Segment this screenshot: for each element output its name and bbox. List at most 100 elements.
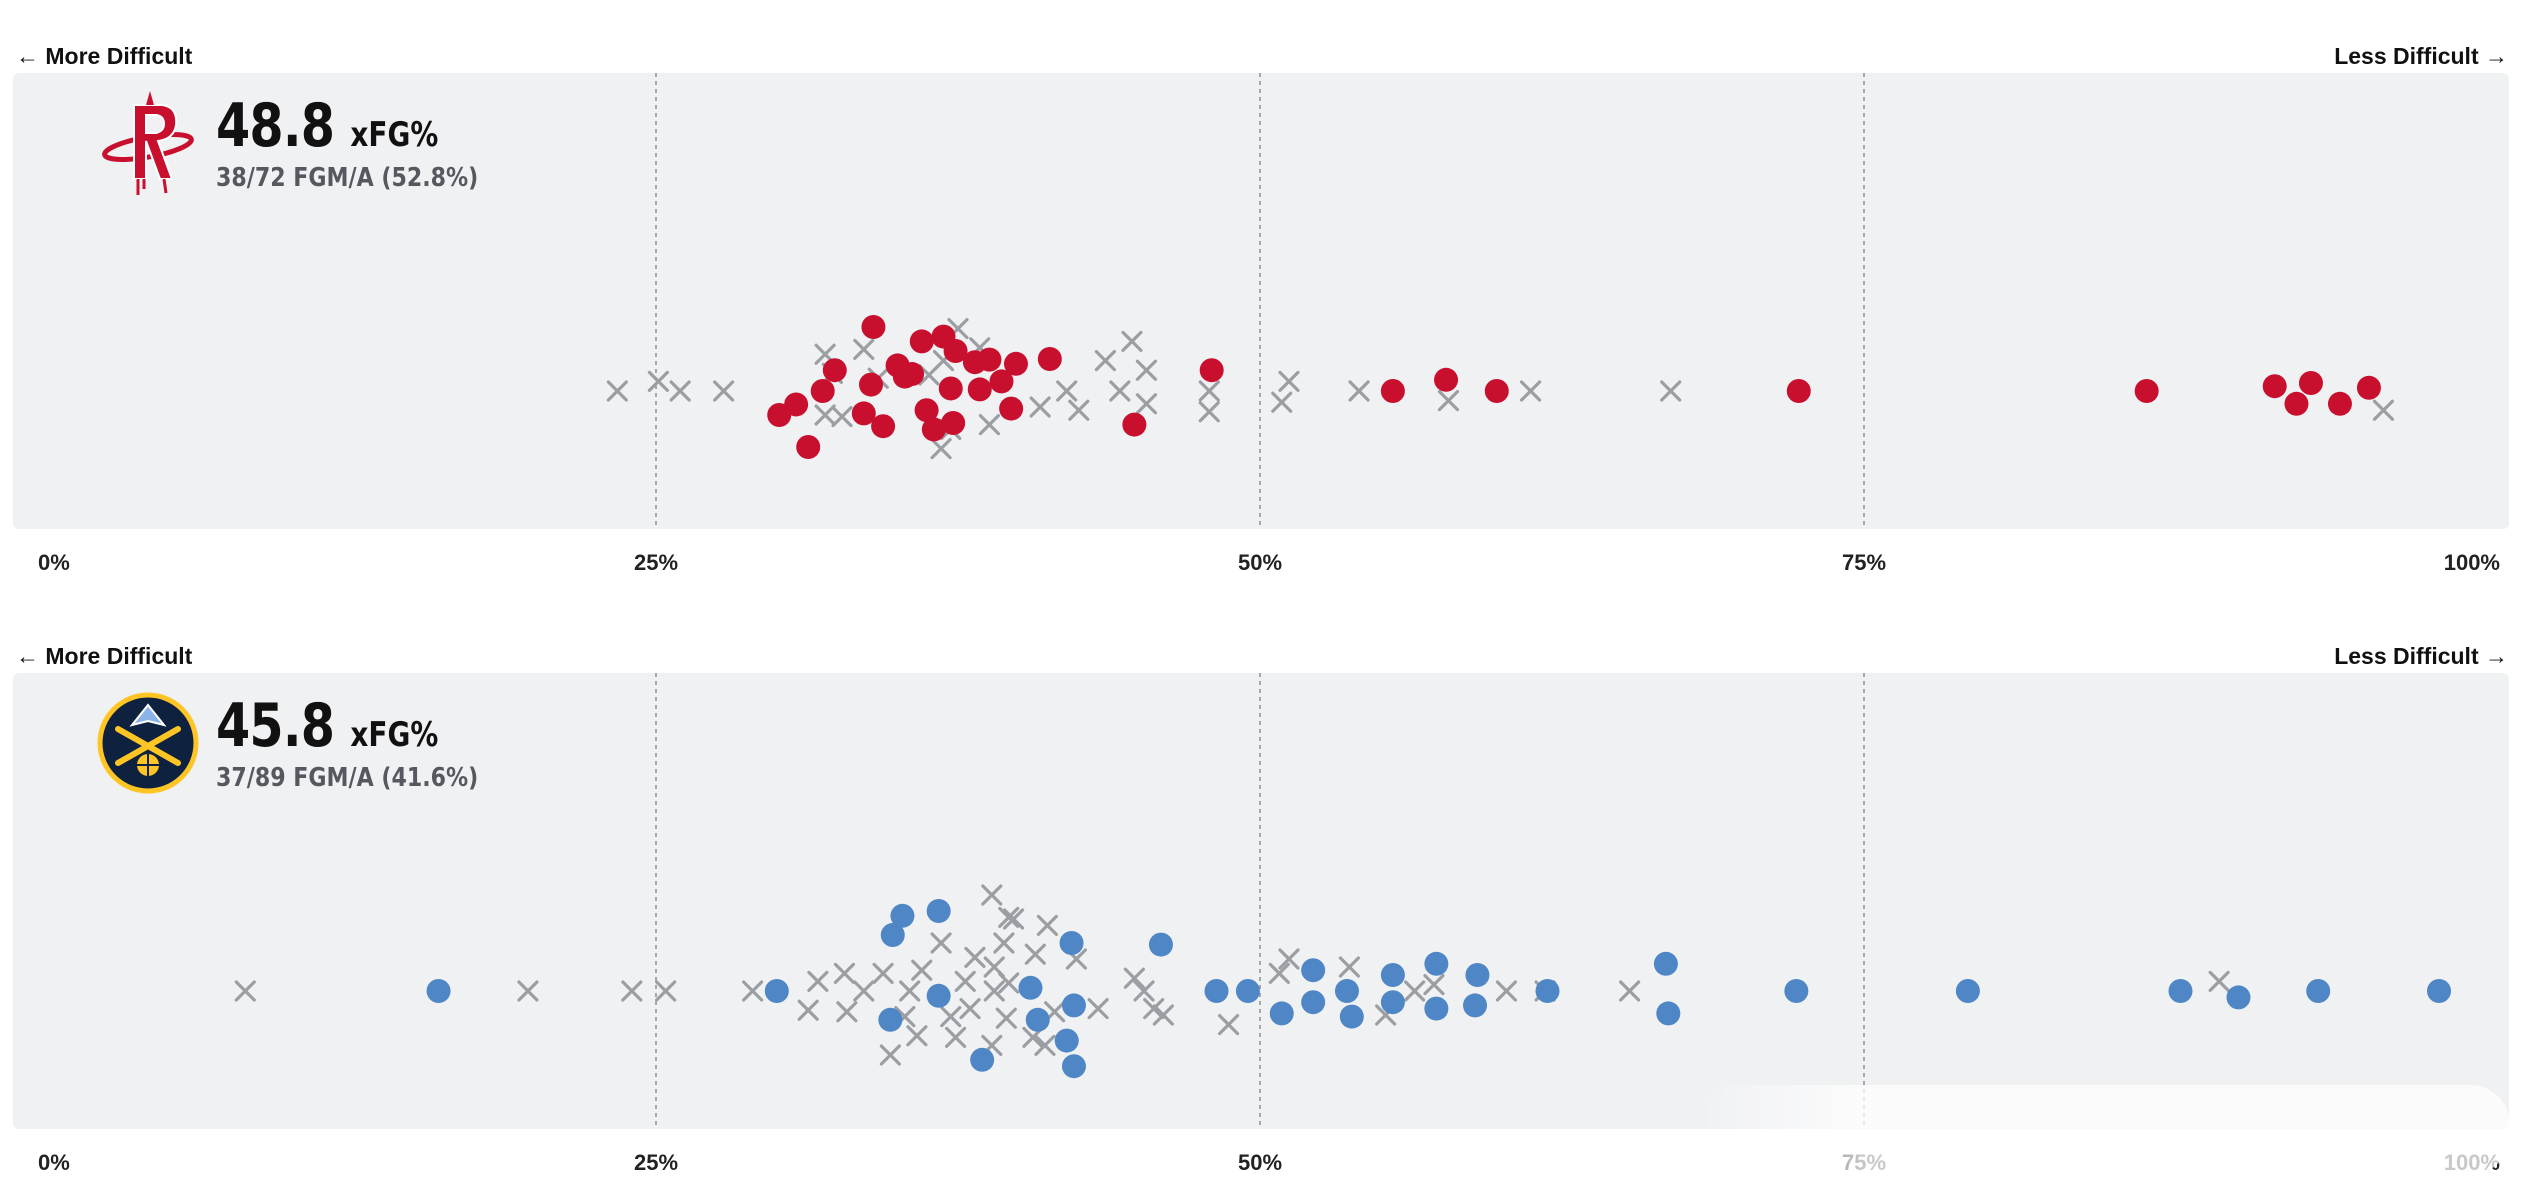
missed-shot-mark [1437, 390, 1460, 412]
made-shot-dot [1656, 1001, 1681, 1026]
missed-shot-mark [1404, 980, 1426, 1002]
xfg-unit: xFG% [350, 715, 439, 755]
missed-shot-mark [1121, 330, 1143, 352]
missed-shot-mark [954, 970, 976, 992]
made-shot-dot [1301, 958, 1326, 983]
missed-shot-mark [1423, 974, 1445, 996]
made-shot-dot [1061, 1054, 1086, 1079]
made-shot-dot [878, 1007, 903, 1032]
missed-shot-mark [1034, 1034, 1056, 1056]
made-shot-dot [822, 358, 847, 383]
made-shot-dot [914, 398, 939, 423]
x-tick-label: 75% [1841, 550, 1887, 575]
made-shot-dot [796, 435, 821, 459]
made-shot-dot [2298, 371, 2323, 395]
missed-shot-mark [959, 998, 981, 1020]
made-shot-dot [1380, 379, 1405, 403]
missed-shot-mark [234, 980, 256, 1002]
made-shot-dot [871, 414, 896, 439]
xfg-headline: 45.8 xFG% [216, 691, 469, 761]
made-shot-dot [1061, 993, 1086, 1018]
missed-shot-mark [1109, 380, 1131, 402]
missed-shot-mark [1036, 914, 1058, 936]
stat-block: 48.8 xFG% 38/72 FGM/A (52.8%) [216, 91, 525, 193]
x-tick-label: 0% [38, 550, 70, 575]
missed-shot-mark [2208, 970, 2230, 992]
missed-shot-mark [998, 906, 1020, 928]
made-shot-dot [1784, 979, 1809, 1003]
missed-shot-mark [1338, 956, 1360, 978]
made-shot-dot [2284, 391, 2309, 416]
made-shot-dot [890, 903, 915, 928]
made-shot-dot [926, 899, 951, 923]
missed-shot-mark [998, 972, 1020, 994]
missed-shot-mark [669, 380, 691, 402]
made-shot-dot [1339, 1004, 1364, 1029]
made-shot-dot [1269, 1001, 1294, 1026]
missed-shot-mark [1278, 370, 1300, 392]
made-shot-dot [767, 403, 792, 427]
missed-shot-mark [621, 980, 643, 1002]
missed-shot-mark [1002, 908, 1025, 930]
missed-shot-mark [899, 980, 921, 1002]
made-shot-dot [426, 979, 451, 1003]
xfg-unit: xFG% [350, 115, 439, 155]
made-shot-dot [861, 315, 886, 339]
made-shot-dot [941, 411, 966, 435]
x-tick-label: 50% [1237, 550, 1283, 575]
missed-shot-mark [1619, 980, 1641, 1002]
made-shot-dot [1786, 379, 1811, 403]
xfg-headline: 48.8 xFG% [216, 91, 469, 161]
missed-shot-mark [1198, 401, 1220, 423]
missed-shot-mark [797, 999, 819, 1021]
missed-shot-mark [517, 980, 539, 1002]
missed-shot-mark [1348, 380, 1370, 402]
made-shot-dot [859, 372, 884, 397]
missed-shot-mark [1029, 396, 1051, 418]
missed-shot-mark [1068, 399, 1090, 421]
x-axis-ticks: 0% 25% 50% 75% 100% [0, 550, 2524, 580]
fgm-fga-subline: 38/72 FGM/A (52.8%) [216, 163, 479, 193]
made-shot-dot [2427, 979, 2452, 1003]
less-difficult-label: Less Difficult → [2334, 643, 2508, 669]
missed-shot-mark [872, 962, 894, 984]
missed-shot-mark [1495, 980, 1518, 1002]
missed-shot-mark [1268, 962, 1290, 984]
missed-shot-mark [655, 980, 677, 1002]
missed-shot-mark [742, 980, 764, 1002]
made-shot-dot [1122, 412, 1147, 437]
missed-shot-mark [853, 338, 875, 360]
missed-shot-mark [981, 884, 1003, 906]
made-shot-dot [1235, 979, 1260, 1003]
made-shot-dot [1380, 963, 1405, 987]
made-shot-dot [1653, 951, 1678, 976]
missed-shot-mark [831, 406, 853, 428]
missed-shot-mark [647, 370, 670, 392]
made-shot-dot [967, 377, 992, 402]
made-shot-dot [931, 324, 956, 349]
made-shot-dot [1955, 979, 1980, 1003]
missed-shot-mark [2372, 399, 2395, 421]
made-shot-dot [1204, 979, 1229, 1003]
missed-shot-mark [807, 970, 829, 992]
nuggets-logo-icon [88, 683, 208, 803]
made-shot-dot [1003, 351, 1028, 376]
made-shot-dot [2134, 379, 2159, 403]
missed-shot-mark [983, 980, 1005, 1002]
missed-shot-mark [993, 932, 1015, 954]
made-shot-dot [1465, 963, 1490, 987]
stat-block: 45.8 xFG% 37/89 FGM/A (41.6%) [216, 691, 525, 793]
made-shot-dot [2306, 979, 2331, 1003]
x-tick-label: 0% [38, 1150, 70, 1175]
shot-plot-area [13, 673, 2509, 1129]
made-shot-dot [989, 369, 1014, 394]
made-shot-dot [892, 364, 917, 389]
made-shot-dot [1059, 931, 1084, 955]
made-shot-dot [1424, 951, 1449, 976]
missed-shot-mark [930, 438, 952, 460]
made-shot-dot [2226, 985, 2251, 1010]
missed-shot-mark [1123, 967, 1145, 989]
x-tick-label: 50% [1237, 1150, 1283, 1175]
made-shot-dot [926, 983, 951, 1008]
made-shot-dot [921, 417, 946, 442]
